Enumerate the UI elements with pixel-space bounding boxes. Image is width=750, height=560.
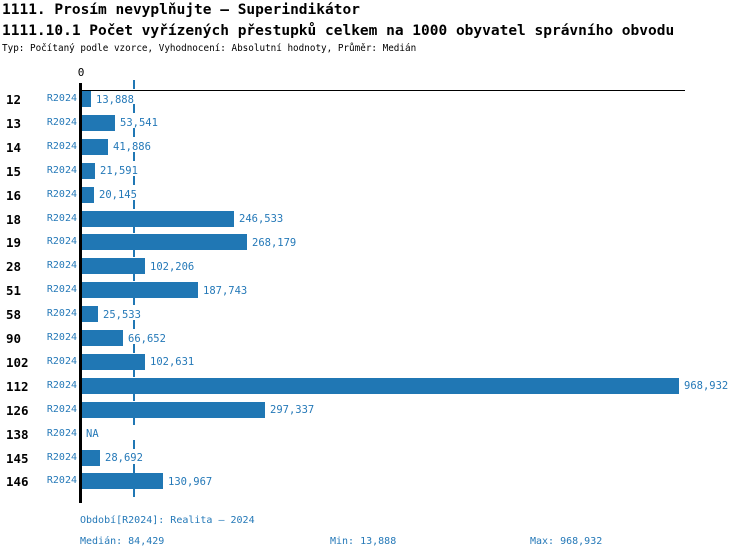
chart-row: 16 R2024 20,145 [0, 0, 750, 203]
row-series-label: R2024 [46, 308, 77, 320]
chart-row: 13 R2024 53,541 [0, 0, 750, 131]
row-series-label: R2024 [46, 475, 77, 487]
row-category-label: 19 [6, 235, 22, 251]
row-series-label: R2024 [46, 260, 77, 272]
chart-row: 102 R2024 102,631 [0, 0, 750, 370]
bar-value-label: 13,888 [96, 93, 134, 106]
row-category-label: 58 [6, 307, 22, 323]
row-category-label: 145 [6, 450, 29, 466]
chart-row: 28 R2024 102,206 [0, 0, 750, 275]
bar [82, 162, 95, 179]
row-category-label: 16 [6, 187, 22, 203]
bar-value-label: 21,591 [100, 165, 138, 178]
indicator-title: 1111.10.1 Počet vyřízených přestupků cel… [2, 23, 675, 39]
row-series-label: R2024 [46, 355, 77, 367]
median-stat-label: Medián: 84,429 [80, 536, 165, 547]
bar-value-label: 66,652 [128, 332, 166, 345]
bar [82, 306, 98, 323]
row-category-label: 28 [6, 259, 22, 275]
indicator-meta: Typ: Počítaný podle vzorce, Vyhodnocení:… [2, 43, 417, 54]
row-category-label: 126 [6, 402, 29, 418]
chart-row: 12 R2024 13,888 [0, 0, 750, 107]
bar-value-label: NA [86, 428, 99, 441]
period-label: Období[R2024]: Realita – 2024 [80, 515, 255, 526]
row-series-label: R2024 [46, 212, 77, 224]
bar-value-label: 187,743 [203, 284, 248, 297]
row-category-label: 112 [6, 378, 29, 394]
row-series-label: R2024 [46, 188, 77, 200]
page-title: 1111. Prosím nevyplňujte – Superindikáto… [2, 2, 360, 18]
chart-row: 112 R2024 968,932 [0, 0, 750, 394]
row-series-label: R2024 [46, 284, 77, 296]
y-axis-line [79, 83, 82, 503]
chart-row: 19 R2024 268,179 [0, 0, 750, 251]
bar [82, 282, 198, 299]
row-category-label: 90 [6, 331, 22, 346]
row-category-label: 138 [6, 426, 29, 442]
bar [82, 473, 163, 490]
row-series-label: R2024 [46, 116, 77, 128]
min-stat-label: Min: 13,888 [330, 536, 397, 547]
chart-row: 138 R2024 NA [0, 0, 750, 442]
bar [82, 330, 123, 346]
row-series-label: R2024 [46, 332, 77, 343]
row-series-label: R2024 [46, 236, 77, 248]
bar-value-label: 130,967 [168, 475, 213, 488]
row-category-label: 13 [6, 115, 22, 131]
row-series-label: R2024 [46, 164, 77, 176]
chart-row: 18 R2024 246,533 [0, 0, 750, 227]
bar-value-label: 41,886 [113, 141, 151, 154]
bar-value-label: 20,145 [99, 189, 137, 202]
row-category-label: 12 [6, 92, 22, 107]
chart-row: 51 R2024 187,743 [0, 0, 750, 299]
bar [82, 449, 100, 466]
row-category-label: 102 [6, 354, 29, 370]
bar [82, 258, 145, 275]
row-series-label: R2024 [46, 403, 77, 415]
bar [82, 186, 94, 203]
bar [82, 377, 679, 394]
bar [82, 114, 115, 131]
row-series-label: R2024 [46, 379, 77, 391]
bar-value-label: 246,533 [239, 213, 284, 225]
bar-value-label: 268,179 [252, 236, 297, 249]
row-category-label: 14 [6, 139, 22, 155]
row-category-label: 18 [6, 211, 22, 227]
bar [82, 401, 265, 418]
bar-value-label: 102,631 [150, 356, 195, 369]
bar-value-label: 28,692 [105, 452, 143, 464]
max-stat-label: Max: 968,932 [530, 536, 603, 547]
bar [82, 353, 145, 370]
bar-value-label: 297,337 [270, 404, 315, 417]
x-axis-line [81, 90, 685, 91]
bar-value-label: 968,932 [684, 380, 729, 393]
bar [82, 210, 234, 227]
row-series-label: R2024 [46, 427, 77, 439]
bar-value-label: 25,533 [103, 308, 141, 321]
row-series-label: R2024 [46, 140, 77, 152]
bar-value-label: 102,206 [150, 260, 195, 273]
row-category-label: 15 [6, 163, 22, 179]
chart-row: 15 R2024 21,591 [0, 0, 750, 179]
x-axis-zero-tick-label: 0 [77, 66, 85, 79]
bar-value-label: 53,541 [120, 117, 158, 130]
row-category-label: 146 [6, 474, 29, 490]
row-series-label: R2024 [46, 93, 77, 104]
row-category-label: 51 [6, 283, 22, 299]
chart-row: 58 R2024 25,533 [0, 0, 750, 323]
chart-row: 146 R2024 130,967 [0, 0, 750, 490]
chart-row: 145 R2024 28,692 [0, 0, 750, 466]
chart-row: 14 R2024 41,886 [0, 0, 750, 155]
bar [82, 234, 247, 251]
bar [82, 91, 91, 107]
row-series-label: R2024 [46, 451, 77, 463]
chart-row: 90 R2024 66,652 [0, 0, 750, 346]
bar [82, 138, 108, 155]
chart-row: 126 R2024 297,337 [0, 0, 750, 418]
